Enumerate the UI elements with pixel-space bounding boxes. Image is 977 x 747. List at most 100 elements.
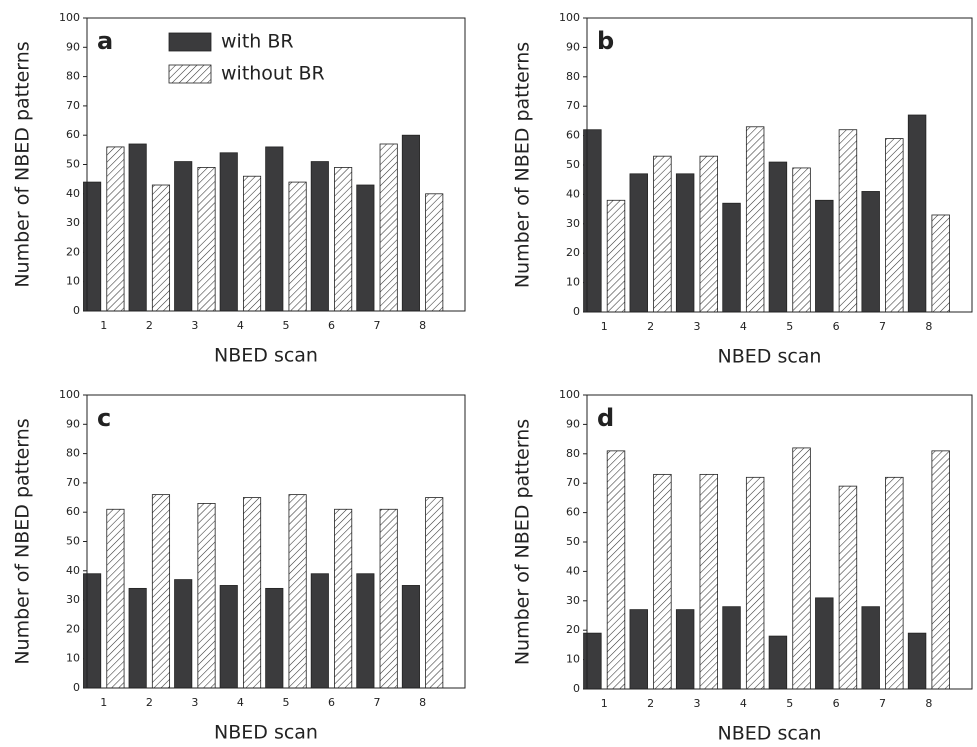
x-tick-label: 6 (328, 696, 335, 709)
y-tick-label: 30 (566, 217, 580, 230)
x-tick-label: 6 (833, 320, 840, 333)
x-axis-title: NBED scan (214, 345, 318, 367)
bar (653, 473, 672, 690)
bar (745, 476, 765, 690)
y-tick-label: 60 (566, 506, 580, 519)
plot-frame (586, 17, 973, 313)
y-tick-label: 10 (66, 275, 80, 288)
bar (151, 184, 171, 312)
x-tick-label: 4 (237, 696, 244, 709)
y-axis-title: Number of NBED patterns (12, 41, 34, 287)
x-tick-label: 7 (879, 320, 886, 333)
y-tick-label: 70 (566, 476, 580, 489)
y-tick-label: 0 (73, 681, 80, 694)
bar (106, 146, 125, 312)
x-tick-label: 1 (601, 697, 608, 710)
x-tick-label: 2 (647, 697, 654, 710)
bar (699, 155, 718, 313)
bar (174, 579, 193, 689)
y-tick-label: 90 (566, 40, 580, 53)
bar (379, 143, 398, 312)
x-tick-label: 4 (237, 319, 244, 332)
y-tick-label: 90 (566, 417, 580, 430)
x-axis-title: NBED scan (214, 722, 318, 744)
bar (907, 114, 927, 313)
bar (401, 585, 420, 689)
bar (792, 447, 811, 690)
panel-label: b (597, 27, 614, 55)
y-tick-label: 80 (566, 447, 580, 460)
bar (219, 152, 238, 312)
x-tick-label: 8 (925, 697, 932, 710)
y-tick-label: 50 (66, 158, 80, 171)
bar (583, 129, 602, 313)
y-tick-label: 20 (566, 623, 580, 636)
y-tick-label: 20 (66, 245, 80, 258)
bar (768, 161, 788, 313)
plot-frame (586, 394, 973, 690)
y-tick-label: 30 (566, 594, 580, 607)
panel-label: c (97, 404, 111, 432)
bar (861, 191, 880, 313)
legend-label: without BR (221, 63, 325, 85)
y-axis-title: Number of NBED patterns (512, 419, 534, 665)
bar (675, 609, 695, 690)
bar (401, 134, 420, 312)
bar (174, 161, 193, 312)
bar (583, 632, 602, 690)
panel-label: d (597, 404, 614, 432)
bar (128, 143, 147, 312)
bar (83, 573, 102, 689)
x-tick-label: 7 (879, 697, 886, 710)
y-tick-label: 10 (566, 276, 580, 289)
bar (768, 635, 788, 690)
x-tick-label: 6 (328, 319, 335, 332)
y-tick-label: 80 (66, 70, 80, 83)
x-axis-title: NBED scan (718, 723, 822, 745)
y-tick-label: 10 (566, 653, 580, 666)
bar (242, 175, 262, 312)
bar (265, 587, 284, 689)
x-tick-label: 6 (833, 697, 840, 710)
bar (838, 129, 858, 313)
x-tick-label: 4 (740, 697, 747, 710)
y-tick-label: 20 (66, 622, 80, 635)
bar (379, 508, 398, 689)
y-tick-label: 100 (59, 388, 80, 401)
bar (722, 202, 741, 313)
bar (288, 494, 307, 689)
y-tick-label: 100 (559, 388, 580, 401)
y-tick-label: 40 (566, 187, 580, 200)
x-tick-label: 8 (925, 320, 932, 333)
plot-frame (86, 394, 466, 689)
y-axis-title: Number of NBED patterns (512, 42, 534, 288)
y-tick-label: 30 (66, 216, 80, 229)
x-tick-label: 2 (146, 696, 153, 709)
x-tick-label: 1 (100, 696, 107, 709)
x-tick-label: 2 (647, 320, 654, 333)
y-tick-label: 40 (66, 187, 80, 200)
bar (356, 573, 375, 689)
y-tick-label: 50 (66, 535, 80, 548)
bar (792, 167, 811, 313)
bar (699, 473, 718, 690)
bar (288, 181, 307, 312)
bar (425, 497, 444, 689)
x-tick-label: 4 (740, 320, 747, 333)
y-tick-label: 40 (66, 564, 80, 577)
y-tick-label: 60 (566, 129, 580, 142)
bar (425, 193, 444, 312)
x-tick-label: 3 (693, 320, 700, 333)
bar (128, 587, 147, 689)
bar (356, 184, 375, 312)
x-tick-label: 1 (100, 319, 107, 332)
bar (885, 138, 904, 313)
bar (334, 167, 353, 312)
y-tick-label: 90 (66, 417, 80, 430)
legend-label: with BR (221, 31, 294, 53)
x-tick-label: 7 (374, 696, 381, 709)
plot-frame (86, 17, 466, 312)
panel-label: a (97, 27, 113, 55)
x-tick-label: 8 (419, 696, 426, 709)
